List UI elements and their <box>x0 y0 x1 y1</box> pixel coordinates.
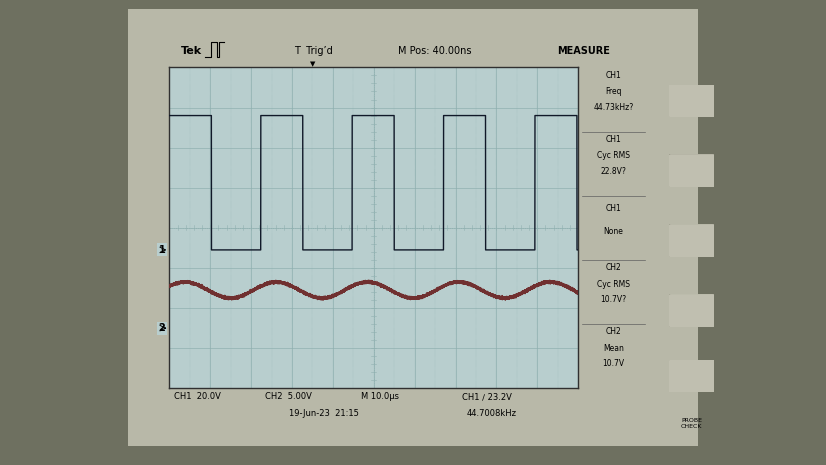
Text: ◄: ◄ <box>0 464 1 465</box>
Text: 10.7V?: 10.7V? <box>601 295 626 304</box>
Text: CH1 ∕ 23.2V: CH1 ∕ 23.2V <box>462 392 511 401</box>
FancyBboxPatch shape <box>667 224 716 258</box>
Text: T  Trig’d: T Trig’d <box>294 46 332 56</box>
FancyBboxPatch shape <box>667 293 716 328</box>
Text: Freq: Freq <box>605 87 621 96</box>
FancyBboxPatch shape <box>122 5 704 451</box>
Text: 19-Jun-23  21:15: 19-Jun-23 21:15 <box>289 410 359 418</box>
Text: ▼: ▼ <box>311 61 316 67</box>
Text: 44.7008kHz: 44.7008kHz <box>467 410 516 418</box>
Text: 1: 1 <box>159 245 165 255</box>
Text: 10.7V: 10.7V <box>602 359 624 368</box>
Text: CH2  5.00V: CH2 5.00V <box>265 392 312 401</box>
Text: CH2: CH2 <box>605 263 621 272</box>
Text: 22.8V?: 22.8V? <box>601 167 626 176</box>
Text: CH1  20.0V: CH1 20.0V <box>174 392 221 401</box>
Text: Tek: Tek <box>182 46 202 56</box>
Text: CH1: CH1 <box>605 71 621 80</box>
FancyBboxPatch shape <box>667 359 716 393</box>
FancyBboxPatch shape <box>667 153 716 188</box>
Text: CH1: CH1 <box>605 135 621 144</box>
Text: None: None <box>603 226 624 236</box>
Text: M Pos: 40.00ns: M Pos: 40.00ns <box>398 46 472 56</box>
Text: PROBE
CHECK: PROBE CHECK <box>681 418 703 429</box>
Text: 44.73kHz?: 44.73kHz? <box>593 103 634 112</box>
FancyBboxPatch shape <box>667 84 716 118</box>
Text: CH1: CH1 <box>605 204 621 213</box>
Text: M 10.0μs: M 10.0μs <box>361 392 399 401</box>
Text: Cyc RMS: Cyc RMS <box>597 152 629 160</box>
Text: MEASURE: MEASURE <box>558 46 610 56</box>
Text: Cyc RMS: Cyc RMS <box>597 280 629 289</box>
Text: CH2: CH2 <box>605 327 621 336</box>
Text: Mean: Mean <box>603 344 624 353</box>
Text: 2: 2 <box>159 323 165 333</box>
